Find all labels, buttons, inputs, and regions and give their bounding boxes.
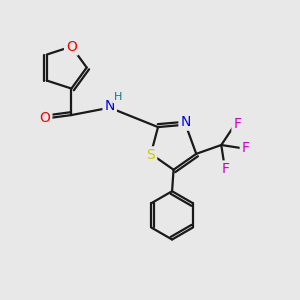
Text: S: S — [146, 148, 155, 162]
Text: F: F — [242, 141, 250, 155]
Text: O: O — [66, 40, 77, 54]
Text: N: N — [180, 115, 191, 129]
Text: N: N — [104, 99, 115, 113]
Text: H: H — [114, 92, 122, 101]
Text: F: F — [222, 162, 230, 176]
Text: O: O — [40, 111, 50, 125]
Text: F: F — [233, 117, 242, 131]
